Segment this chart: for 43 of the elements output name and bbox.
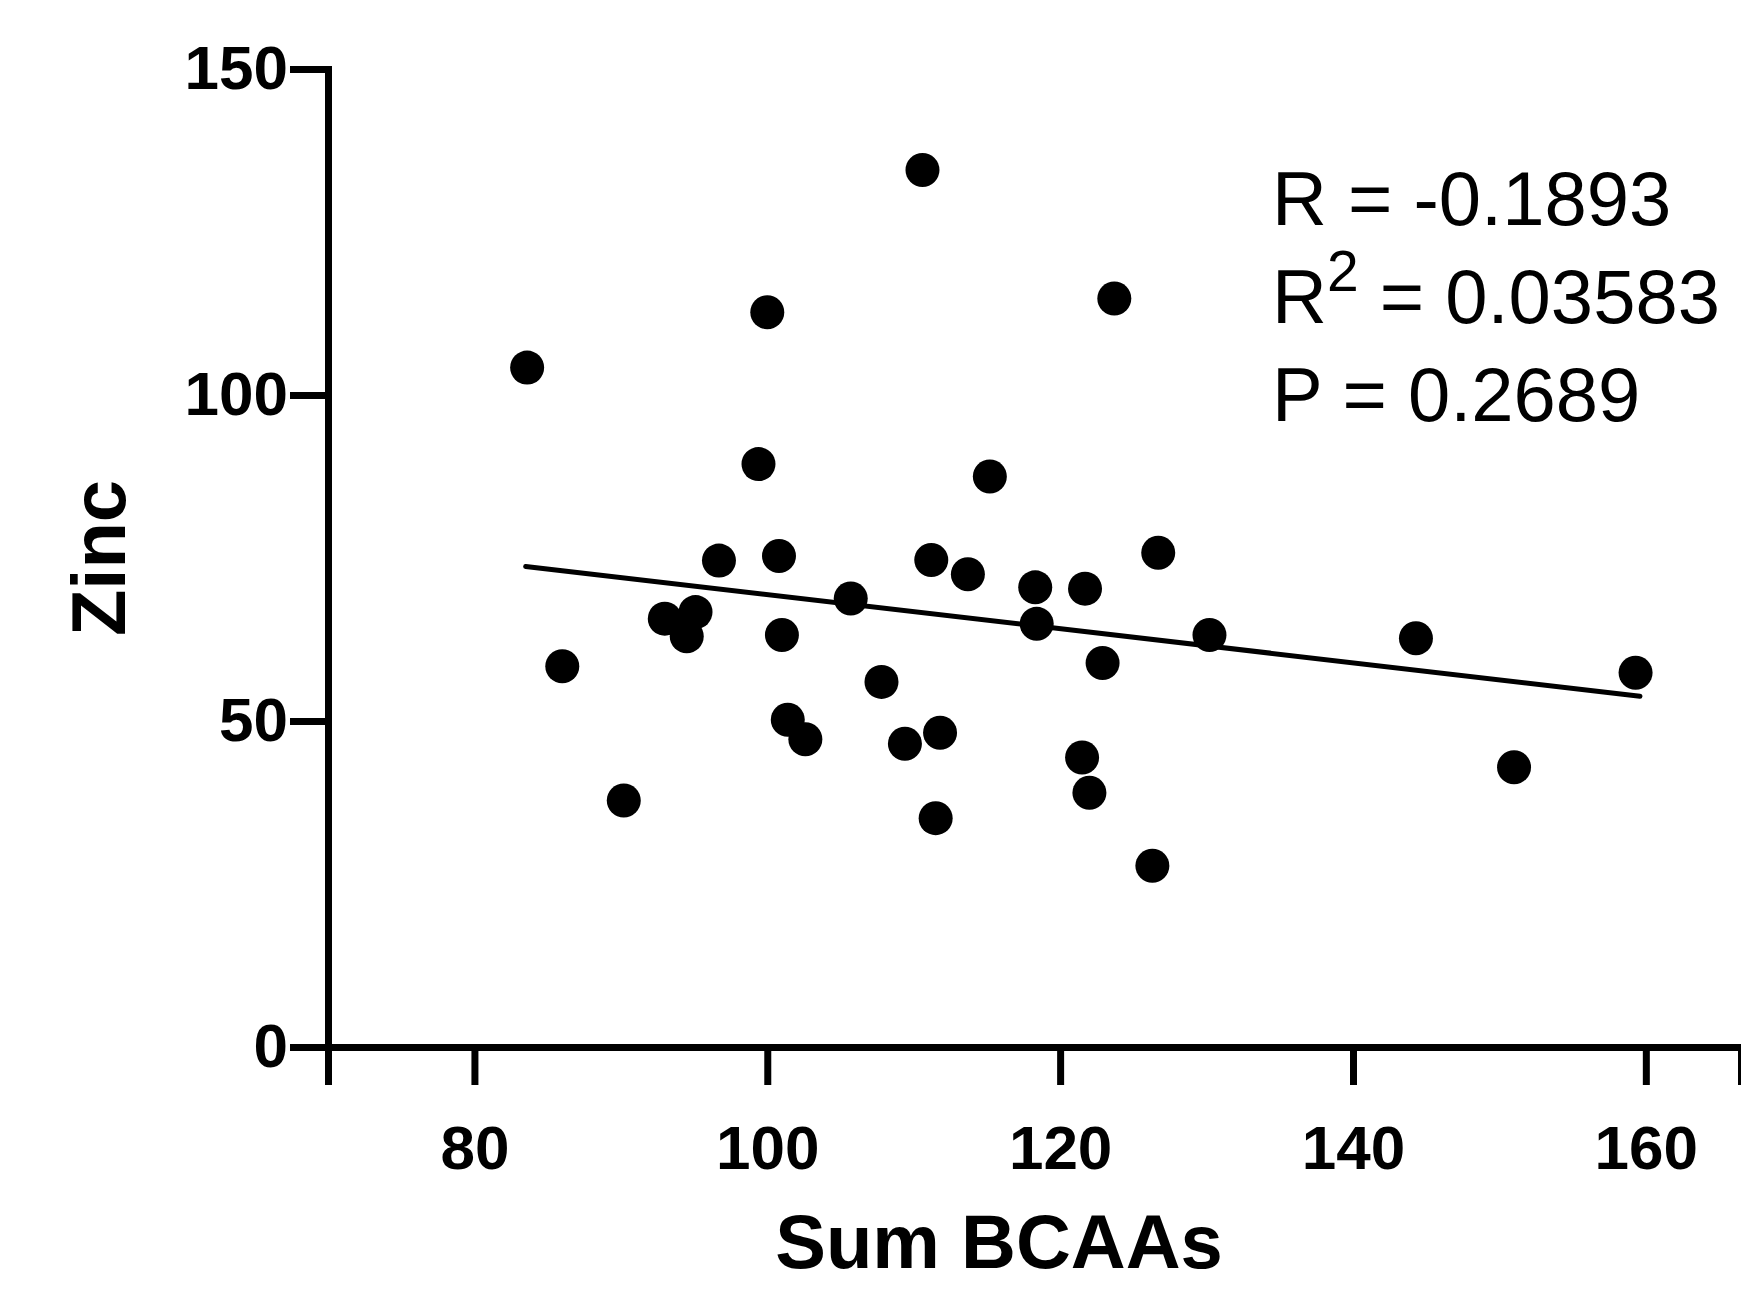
point (923, 715, 958, 750)
point (761, 539, 796, 574)
point (914, 542, 949, 577)
point (701, 543, 736, 578)
point (1618, 655, 1653, 690)
point (510, 350, 545, 385)
point (788, 722, 823, 757)
point (1141, 535, 1176, 570)
annotation: R$^{2}$ = 0.03583 (1272, 239, 1720, 339)
point (950, 557, 985, 592)
point (741, 447, 776, 482)
y-tick-label: 150 (184, 33, 288, 103)
y-tick-label: 50 (219, 685, 288, 755)
point (905, 153, 940, 188)
x-tick-label: 120 (1008, 1113, 1113, 1183)
point (606, 783, 641, 818)
point (1018, 570, 1053, 605)
point (1097, 281, 1132, 316)
point (1072, 775, 1107, 810)
x-axis-title: Sum BCAAs (775, 1199, 1223, 1284)
x-tick-label: 160 (1594, 1113, 1699, 1183)
y-tick-label: 100 (184, 359, 288, 429)
x-tick-label: 100 (716, 1113, 820, 1183)
point (545, 649, 580, 684)
point (764, 617, 799, 652)
x-tick-label: 80 (440, 1113, 510, 1183)
point (864, 664, 899, 699)
annotation: P = 0.2689 (1272, 352, 1641, 437)
x-tick-label: 140 (1301, 1113, 1406, 1183)
point (1497, 750, 1532, 785)
point (678, 595, 713, 630)
point (1068, 571, 1103, 606)
point (750, 295, 785, 330)
point (887, 726, 922, 761)
annotation: R = -0.1893 (1272, 156, 1672, 241)
point (918, 801, 953, 836)
point (972, 459, 1007, 494)
point (1398, 621, 1433, 656)
point (1065, 740, 1100, 775)
point (1135, 848, 1170, 883)
y-axis-title: Zinc (56, 479, 141, 637)
point (1085, 645, 1120, 680)
y-tick-label: 0 (253, 1011, 288, 1081)
